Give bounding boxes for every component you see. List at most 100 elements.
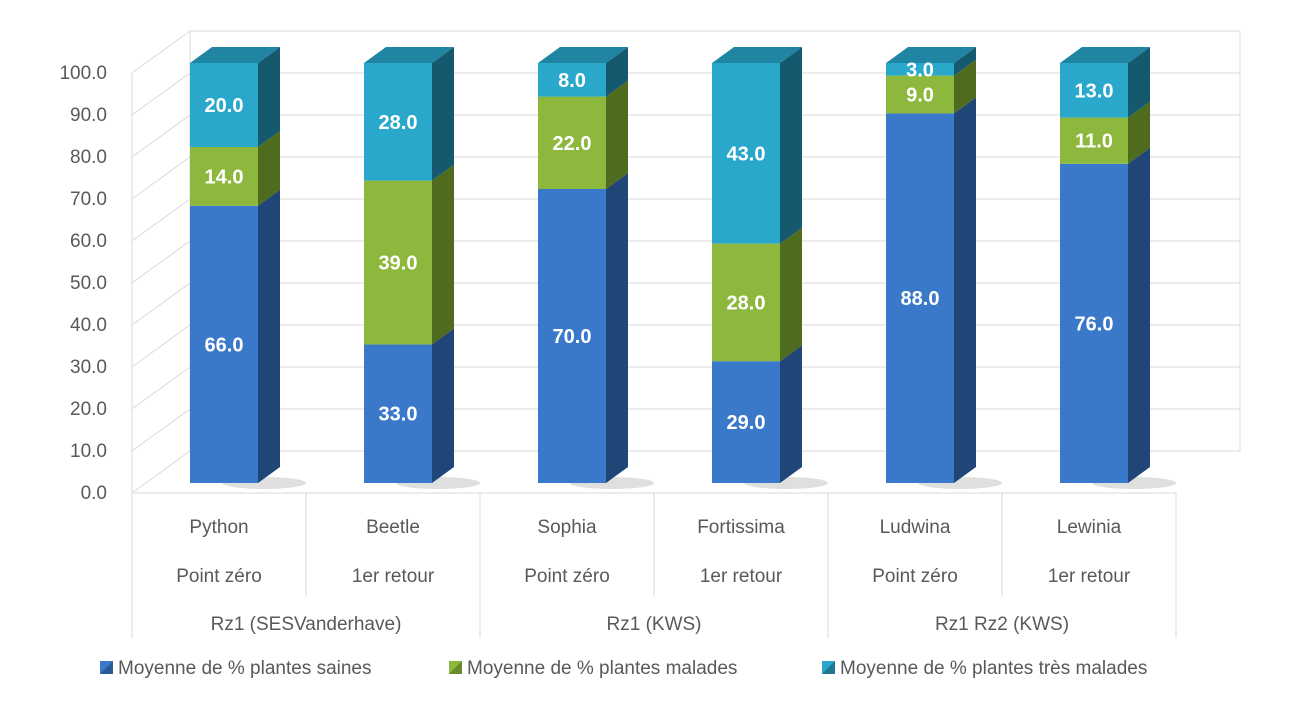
bar-side bbox=[780, 227, 802, 362]
y-tick-label: 90.0 bbox=[70, 105, 107, 126]
category-sublabel: 1er retour bbox=[1048, 566, 1131, 587]
bar-side bbox=[606, 80, 628, 189]
y-tick-label: 0.0 bbox=[81, 483, 107, 504]
data-label: 43.0 bbox=[727, 143, 766, 165]
category-sublabel: 1er retour bbox=[700, 566, 783, 587]
category-label: Beetle bbox=[366, 517, 420, 538]
label-layer: 66.0 14.0 20.0 33.0 39.0 28.0 70.0 22.0 8.0 29.0 2… bbox=[205, 59, 1114, 434]
bar-segment bbox=[364, 180, 432, 345]
bar-segment bbox=[1060, 117, 1128, 164]
data-label: 8.0 bbox=[558, 70, 586, 92]
category-label: Sophia bbox=[537, 517, 597, 538]
data-label: 28.0 bbox=[727, 292, 766, 314]
category-label: Ludwina bbox=[880, 517, 951, 538]
y-tick-label: 30.0 bbox=[70, 357, 107, 378]
y-tick-label: 80.0 bbox=[70, 147, 107, 168]
gridline-side bbox=[131, 156, 191, 200]
y-tick-label: 50.0 bbox=[70, 273, 107, 294]
bar-segment bbox=[886, 75, 954, 114]
legend-label: Moyenne de % plantes saines bbox=[118, 658, 372, 679]
bar-top bbox=[886, 47, 976, 63]
bar-segment bbox=[712, 243, 780, 362]
data-label: 22.0 bbox=[553, 133, 592, 155]
data-label: 39.0 bbox=[379, 253, 418, 275]
axis-layer: 0.0 10.0 20.0 30.0 40.0 50.0 60.0 70.0 80.0 90.0 1… bbox=[59, 63, 1177, 638]
category-sublabel: 1er retour bbox=[352, 566, 435, 587]
data-label: 28.0 bbox=[379, 112, 418, 134]
y-tick-label: 100.0 bbox=[59, 63, 107, 84]
data-label: 33.0 bbox=[379, 404, 418, 426]
bar-segment bbox=[538, 189, 606, 483]
gridline-side bbox=[131, 366, 191, 410]
bar-side bbox=[432, 47, 454, 181]
bar-top bbox=[190, 47, 280, 63]
y-tick-label: 40.0 bbox=[70, 315, 107, 336]
gridline-side bbox=[131, 30, 191, 74]
data-label: 3.0 bbox=[906, 59, 934, 81]
gridline-side bbox=[131, 114, 191, 158]
data-label: 11.0 bbox=[1075, 131, 1113, 153]
bar-side bbox=[954, 47, 976, 76]
bar-side bbox=[606, 173, 628, 483]
y-tick-label: 60.0 bbox=[70, 231, 107, 252]
bar-side bbox=[258, 47, 280, 147]
bar-segment bbox=[1060, 163, 1128, 484]
bar-side bbox=[606, 47, 628, 97]
category-label: Lewinia bbox=[1057, 517, 1122, 538]
category-sublabel: Point zéro bbox=[176, 566, 262, 587]
bar-segment bbox=[190, 147, 258, 206]
data-label: 14.0 bbox=[205, 166, 244, 188]
data-label: 20.0 bbox=[205, 95, 244, 117]
category-sublabel: Point zéro bbox=[872, 566, 958, 587]
data-label: 9.0 bbox=[906, 85, 934, 107]
gridline-side bbox=[131, 198, 191, 242]
bar-side bbox=[1128, 47, 1150, 118]
legend: Moyenne de % plantes saines Moyenne de % … bbox=[100, 658, 1147, 679]
legend-label: Moyenne de % plantes très malades bbox=[840, 658, 1147, 679]
bar-segment bbox=[538, 96, 606, 189]
gridline-side bbox=[131, 450, 191, 494]
data-label: 66.0 bbox=[205, 334, 244, 356]
bar-segment bbox=[886, 63, 954, 76]
bar-side bbox=[1128, 147, 1150, 484]
gridline-side bbox=[131, 72, 191, 116]
bar-segment bbox=[364, 344, 432, 483]
bar-segment bbox=[1060, 63, 1128, 118]
legend-swatch-shade bbox=[822, 661, 835, 674]
bar-side bbox=[954, 97, 976, 484]
gridline-side bbox=[131, 324, 191, 368]
bar-side bbox=[780, 47, 802, 244]
legend-swatch-shade bbox=[449, 661, 462, 674]
gridline-side bbox=[131, 408, 191, 452]
bar-side bbox=[432, 328, 454, 483]
data-label: 29.0 bbox=[727, 412, 766, 434]
legend-label: Moyenne de % plantes malades bbox=[467, 658, 737, 679]
bar-segment bbox=[190, 205, 258, 484]
data-label: 70.0 bbox=[553, 326, 592, 348]
data-label: 76.0 bbox=[1075, 313, 1114, 335]
data-label: 13.0 bbox=[1075, 80, 1114, 102]
bar-top bbox=[364, 47, 454, 63]
bar-top bbox=[712, 47, 802, 63]
bar-top bbox=[538, 47, 628, 63]
bar-segment bbox=[886, 113, 954, 484]
y-tick-label: 20.0 bbox=[70, 399, 107, 420]
bar-layer bbox=[190, 47, 1176, 489]
bar-segment bbox=[712, 361, 780, 483]
bar-side bbox=[432, 164, 454, 345]
y-tick-label: 70.0 bbox=[70, 189, 107, 210]
bar-side bbox=[954, 59, 976, 114]
bar-segment bbox=[538, 63, 606, 97]
bar-segment bbox=[364, 63, 432, 181]
group-label: Rz1 (SESVanderhave) bbox=[211, 614, 402, 635]
bar-segment bbox=[190, 63, 258, 147]
category-sublabel: Point zéro bbox=[524, 566, 610, 587]
bar-top bbox=[1060, 47, 1150, 63]
bar-side bbox=[780, 345, 802, 483]
y-tick-label: 10.0 bbox=[70, 441, 107, 462]
bar-side bbox=[1128, 101, 1150, 164]
group-label: Rz1 (KWS) bbox=[607, 614, 702, 635]
data-label: 88.0 bbox=[901, 288, 940, 310]
